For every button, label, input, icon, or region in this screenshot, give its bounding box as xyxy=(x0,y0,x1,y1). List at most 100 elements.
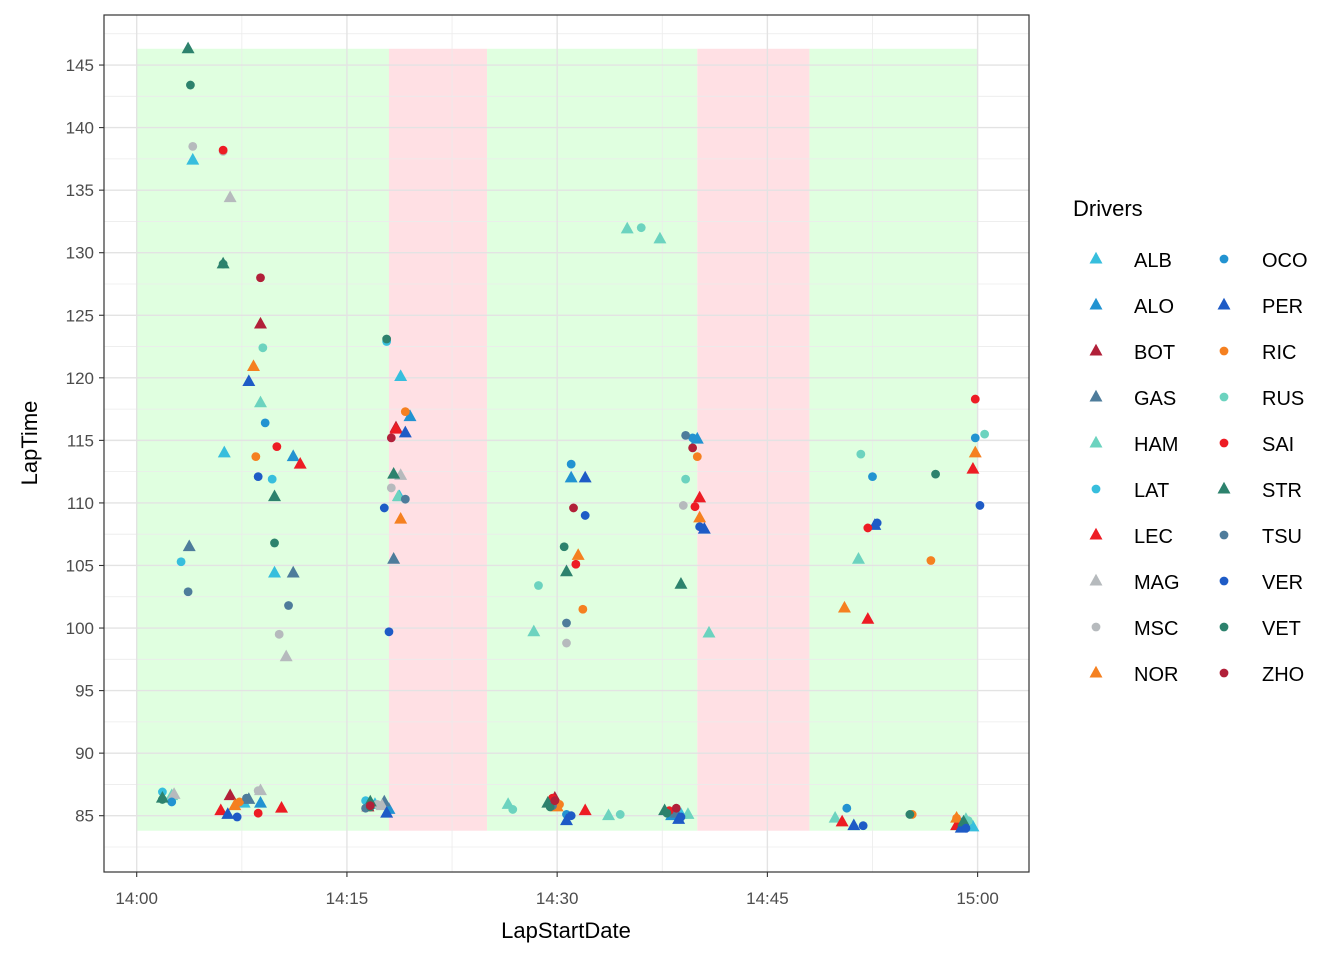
y-tick-label: 90 xyxy=(75,744,94,763)
point-mag xyxy=(279,649,293,662)
point-ham xyxy=(828,811,842,823)
y-tick-label: 120 xyxy=(66,369,94,388)
legend-label-alo: ALO xyxy=(1134,296,1174,318)
point-ham xyxy=(852,552,865,564)
point-per xyxy=(380,805,394,818)
point-oco xyxy=(167,797,177,807)
x-tick-label: 15:00 xyxy=(956,889,999,908)
point-ver xyxy=(379,503,389,513)
point-vet xyxy=(559,542,569,552)
legend-key-oco xyxy=(1219,254,1229,264)
grid-lines xyxy=(104,15,1029,872)
legend-item-vet: VET xyxy=(1219,618,1301,640)
point-tsu xyxy=(562,618,571,628)
legend-item-tsu: TSU xyxy=(1219,526,1302,548)
legend-item-str: STR xyxy=(1217,480,1302,502)
legend-item-alo: ALO xyxy=(1089,296,1174,318)
point-alb xyxy=(186,152,200,165)
point-ver xyxy=(566,811,576,821)
legend-item-rus: RUS xyxy=(1219,388,1304,410)
point-ver xyxy=(975,501,985,510)
legend-label-nor: NOR xyxy=(1134,664,1178,686)
point-msc xyxy=(253,786,263,796)
point-vet xyxy=(157,795,167,804)
y-axis-title: LapTime xyxy=(17,401,42,486)
legend-key-ham xyxy=(1089,435,1103,448)
y-tick-label: 115 xyxy=(67,431,94,450)
point-rus xyxy=(636,223,646,233)
point-per xyxy=(578,470,592,483)
legend-label-lat: LAT xyxy=(1134,480,1169,502)
point-ver xyxy=(253,472,263,482)
legend-label-mag: MAG xyxy=(1134,572,1180,594)
legend: Drivers ALB ALO BOT GAS HAM LAT LEC MAG MSC NOR OC… xyxy=(1073,196,1308,686)
legend-title: Drivers xyxy=(1073,196,1143,221)
point-alb xyxy=(217,445,231,458)
point-alo xyxy=(286,449,300,462)
point-nor xyxy=(247,359,260,372)
point-oco xyxy=(842,803,852,813)
point-zho xyxy=(256,273,265,283)
point-rus xyxy=(856,449,866,459)
point-lec xyxy=(275,800,289,813)
point-ham xyxy=(254,395,267,408)
y-tick-label: 135 xyxy=(66,181,94,200)
point-vet xyxy=(186,80,195,90)
point-per xyxy=(221,807,235,819)
point-ham xyxy=(602,808,616,821)
y-tick-label: 105 xyxy=(66,556,94,575)
point-per xyxy=(847,818,861,831)
legend-item-mag: MAG xyxy=(1089,572,1180,594)
legend-key-ver xyxy=(1219,576,1229,586)
legend-item-oco: OCO xyxy=(1219,250,1308,272)
point-ham xyxy=(527,624,541,637)
legend-key-tsu xyxy=(1219,530,1229,540)
legend-item-bot: BOT xyxy=(1089,342,1175,364)
legend-label-ham: HAM xyxy=(1134,434,1178,456)
point-sai xyxy=(970,394,980,404)
point-tsu xyxy=(183,587,193,597)
point-msc xyxy=(562,638,571,648)
point-vet xyxy=(382,334,392,344)
legend-item-ver: VER xyxy=(1219,572,1303,594)
point-lec xyxy=(578,803,592,816)
legend-label-tsu: TSU xyxy=(1262,526,1302,548)
point-oco xyxy=(260,418,270,428)
point-vet xyxy=(218,259,228,269)
point-alb xyxy=(268,565,281,578)
point-oco xyxy=(868,472,877,482)
point-nor xyxy=(837,600,851,613)
legend-key-alb xyxy=(1089,251,1103,264)
legend-label-msc: MSC xyxy=(1134,618,1178,640)
legend-key-alo xyxy=(1089,297,1103,310)
point-str xyxy=(268,489,281,502)
point-ver xyxy=(695,522,705,532)
legend-item-ric: RIC xyxy=(1219,342,1296,364)
point-str xyxy=(674,577,688,589)
point-oco xyxy=(688,433,698,443)
point-rus xyxy=(534,581,543,590)
x-tick-label: 14:30 xyxy=(536,889,579,908)
legend-key-str xyxy=(1217,481,1231,494)
legend-label-gas: GAS xyxy=(1134,388,1176,410)
y-tick-label: 110 xyxy=(67,494,94,513)
point-zho xyxy=(671,803,681,813)
point-tsu xyxy=(681,430,691,440)
y-tick-label: 130 xyxy=(66,244,94,263)
legend-label-per: PER xyxy=(1262,296,1303,318)
legend-key-sai xyxy=(1219,438,1229,448)
point-ric xyxy=(578,604,588,614)
legend-label-vet: VET xyxy=(1262,618,1301,640)
point-ric xyxy=(952,813,961,823)
x-tick-label: 14:15 xyxy=(326,889,369,908)
point-gas xyxy=(286,565,300,578)
y-tick-label: 140 xyxy=(66,119,94,138)
legend-item-sai: SAI xyxy=(1219,434,1294,456)
point-sai xyxy=(272,442,282,452)
point-str xyxy=(387,466,401,479)
point-msc xyxy=(274,629,284,639)
legend-item-lec: LEC xyxy=(1089,526,1173,548)
point-ham xyxy=(620,221,634,234)
point-rus xyxy=(615,810,625,819)
legend-key-msc xyxy=(1091,622,1101,632)
